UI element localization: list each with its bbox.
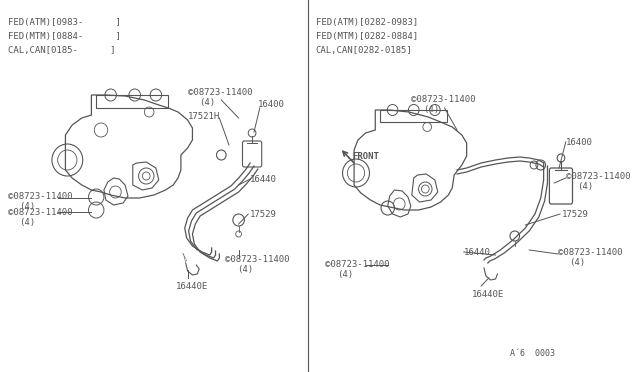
- Text: ©08723-11400: ©08723-11400: [558, 248, 623, 257]
- Text: FRONT: FRONT: [352, 152, 379, 161]
- Text: FED(ATM)[0282-0983]: FED(ATM)[0282-0983]: [316, 18, 418, 27]
- Text: 16400: 16400: [258, 100, 285, 109]
- Text: ©08723-11400: ©08723-11400: [8, 192, 72, 201]
- Text: 16440E: 16440E: [176, 282, 209, 291]
- Text: 16440E: 16440E: [472, 290, 504, 299]
- Text: ©08723-11400: ©08723-11400: [188, 88, 252, 97]
- Text: (4): (4): [424, 105, 440, 114]
- Text: (4): (4): [237, 265, 253, 274]
- Text: 16440: 16440: [250, 175, 277, 184]
- Text: ©08723-11400: ©08723-11400: [411, 95, 476, 104]
- Text: (4): (4): [199, 98, 215, 107]
- Text: FED(MTM)[0884-      ]: FED(MTM)[0884- ]: [8, 32, 120, 41]
- Text: 17529: 17529: [250, 210, 277, 219]
- Text: ©08723-11400: ©08723-11400: [225, 255, 290, 264]
- Text: CAL,CAN[0185-      ]: CAL,CAN[0185- ]: [8, 46, 115, 55]
- Text: 17521H: 17521H: [188, 112, 220, 121]
- Text: (4): (4): [570, 258, 586, 267]
- Text: ©08723-11400: ©08723-11400: [325, 260, 390, 269]
- Text: (4): (4): [19, 202, 35, 211]
- Text: ©08723-11400: ©08723-11400: [566, 172, 630, 181]
- Text: CAL,CAN[0282-0185]: CAL,CAN[0282-0185]: [316, 46, 412, 55]
- Text: 17529: 17529: [562, 210, 589, 219]
- Text: (4): (4): [19, 218, 35, 227]
- Text: ©08723-11400: ©08723-11400: [8, 208, 72, 217]
- Text: 16400: 16400: [566, 138, 593, 147]
- Text: A´6  0003: A´6 0003: [510, 349, 555, 358]
- Text: (4): (4): [337, 270, 353, 279]
- Text: FED(ATM)[0983-      ]: FED(ATM)[0983- ]: [8, 18, 120, 27]
- Text: (4): (4): [577, 182, 593, 191]
- Text: FED(MTM)[0282-0884]: FED(MTM)[0282-0884]: [316, 32, 418, 41]
- Text: 16440: 16440: [464, 248, 491, 257]
